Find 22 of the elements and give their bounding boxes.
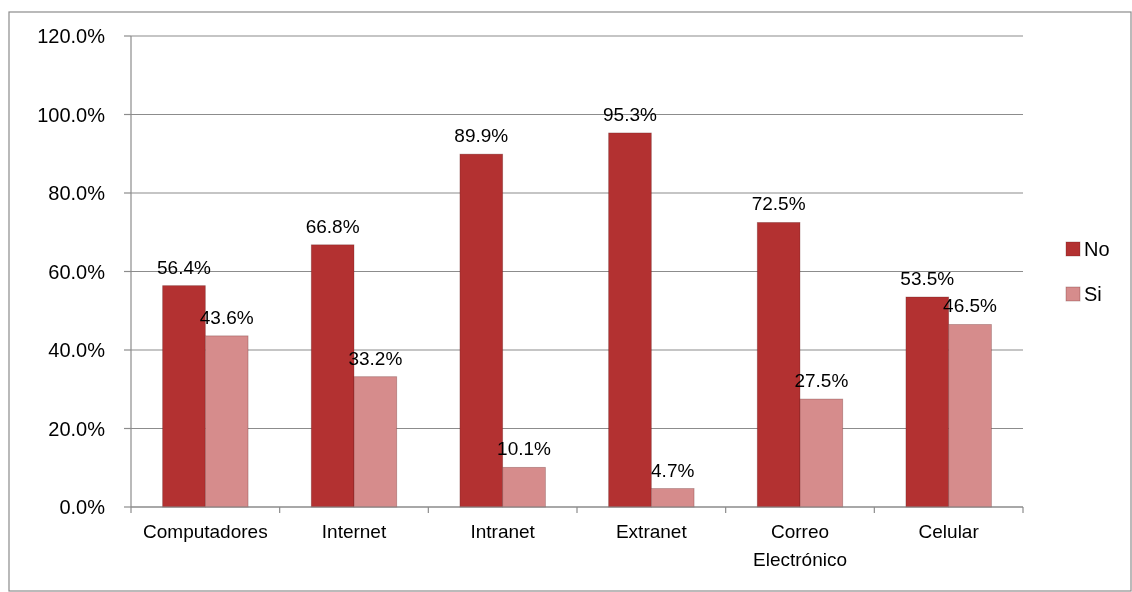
y-tick-label: 60.0% [48, 260, 106, 283]
x-tick-label: Intranet [470, 521, 536, 542]
data-label: 53.5% [900, 268, 955, 290]
data-label: 95.3% [603, 103, 658, 125]
y-tick-label: 0.0% [59, 496, 106, 518]
x-tick-label: Computadores [143, 521, 268, 542]
legend-label: No [1084, 238, 1110, 260]
data-label: 66.8% [305, 215, 360, 237]
data-label: 56.4% [157, 256, 212, 278]
data-label: 72.5% [751, 193, 806, 215]
y-tick-label: 20.0% [48, 417, 106, 440]
x-tick-label: Correo Electrónico [753, 521, 847, 570]
y-tick-label: 80.0% [48, 182, 106, 204]
data-label: 89.9% [454, 125, 509, 147]
legend-label: Si [1084, 283, 1102, 305]
data-label: 4.7% [651, 459, 695, 481]
y-tick-label: 40.0% [48, 339, 106, 361]
x-tick-label: Extranet [615, 521, 688, 542]
x-tick-label: Internet [321, 521, 387, 542]
y-tick-label: 100.0% [37, 103, 106, 126]
y-tick-label: 120.0% [37, 25, 106, 47]
x-tick-label: Celular [918, 521, 980, 542]
